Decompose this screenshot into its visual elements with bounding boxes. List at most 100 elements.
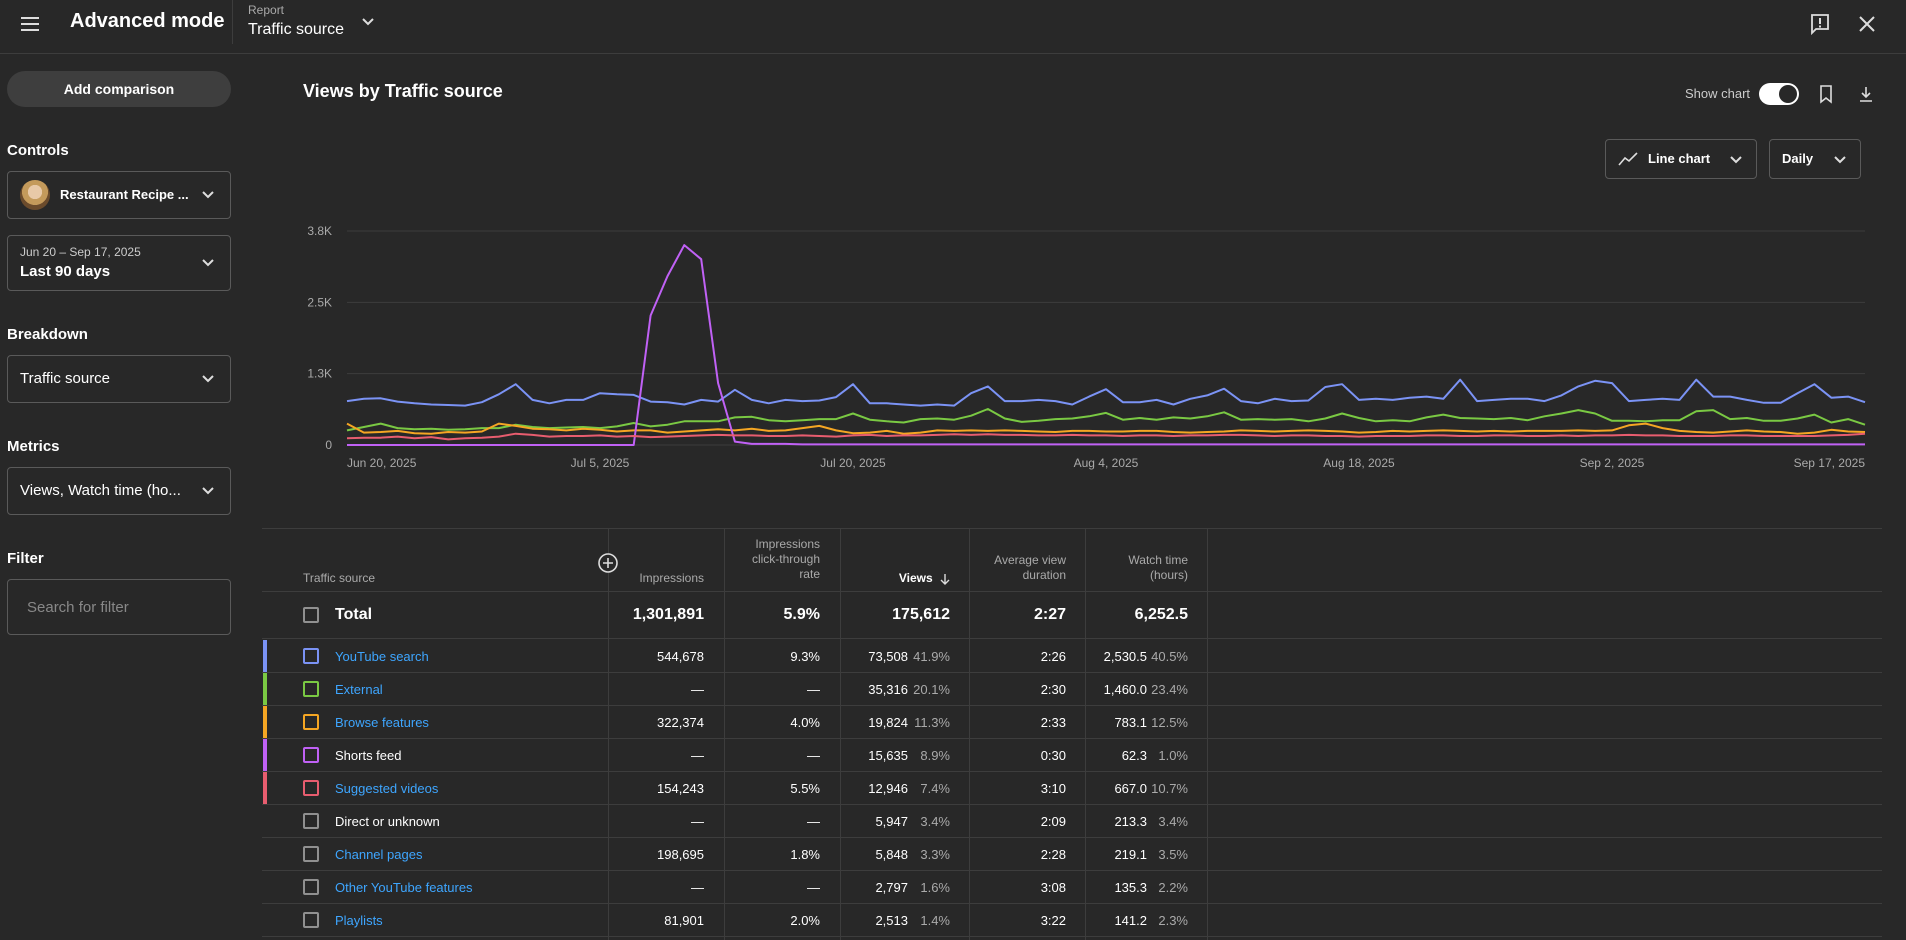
views-cell: 5,848 xyxy=(875,847,908,862)
checkbox[interactable] xyxy=(303,813,319,829)
checkbox[interactable] xyxy=(303,846,319,862)
y-tick-label: 1.3K xyxy=(307,367,332,381)
total-views: 175,612 xyxy=(892,606,950,623)
impressions-cell: 81,901 xyxy=(664,913,704,928)
traffic-source-name: Shorts feed xyxy=(335,748,402,763)
add-column-icon[interactable] xyxy=(597,552,619,574)
report-selector[interactable]: Traffic source xyxy=(248,21,345,38)
filter-field[interactable] xyxy=(7,579,231,635)
views-cell: 15,635 xyxy=(868,748,908,763)
table-row: YouTube search 544,678 9.3% 73,508 41.9% 2:26… xyxy=(262,640,1882,673)
impressions-cell: 198,695 xyxy=(657,847,704,862)
y-tick-label: 3.8K xyxy=(307,224,332,238)
traffic-source-link[interactable]: Suggested videos xyxy=(335,781,439,796)
checkbox[interactable] xyxy=(303,681,319,697)
traffic-source-link[interactable]: Browse features xyxy=(335,715,429,730)
checkbox[interactable] xyxy=(303,747,319,763)
show-chart-toggle[interactable] xyxy=(1759,83,1799,105)
checkbox[interactable] xyxy=(303,648,319,664)
toggle-knob xyxy=(1779,85,1797,103)
chevron-down-icon[interactable] xyxy=(358,12,378,32)
y-tick-label: 2.5K xyxy=(307,295,332,309)
col-header-views[interactable]: Views xyxy=(862,571,950,586)
series-color-bar xyxy=(263,739,267,771)
views-cell: 73,508 xyxy=(868,649,908,664)
avd-cell: 3:22 xyxy=(1040,913,1066,928)
avatar xyxy=(20,180,50,210)
add-comparison-button[interactable]: Add comparison xyxy=(7,71,231,107)
impressions-cell: 154,243 xyxy=(657,781,704,796)
total-watch-time: 6,252.5 xyxy=(1134,606,1188,623)
traffic-source-link[interactable]: Other YouTube features xyxy=(335,880,473,895)
series-line xyxy=(347,244,1865,446)
traffic-source-link[interactable]: YouTube search xyxy=(335,649,429,664)
date-range-selector[interactable]: Jun 20 – Sep 17, 2025 Last 90 days xyxy=(7,235,231,291)
watch-percent-cell: 3.4% xyxy=(1158,814,1188,829)
col-header-source: Traffic source xyxy=(303,571,376,585)
search-input[interactable] xyxy=(9,581,229,633)
app-title: Advanced mode xyxy=(70,10,225,32)
ctr-cell: 9.3% xyxy=(790,649,820,664)
views-cell: 2,797 xyxy=(875,880,908,895)
checkbox[interactable] xyxy=(303,714,319,730)
checkbox[interactable] xyxy=(303,780,319,796)
series-color-bar xyxy=(263,673,267,705)
total-avd: 2:27 xyxy=(1033,606,1066,623)
series-color-bar xyxy=(263,772,267,804)
views-percent-cell: 11.3% xyxy=(914,715,950,730)
traffic-source-link[interactable]: External xyxy=(335,682,383,697)
ctr-cell: 1.8% xyxy=(790,847,820,862)
col-header-watch-line1: Watch time xyxy=(1128,553,1188,567)
col-header-impressions[interactable]: Impressions xyxy=(639,571,704,585)
x-tick-label: Jun 20, 2025 xyxy=(347,456,417,470)
ctr-cell: 4.0% xyxy=(790,715,820,730)
metrics-value: Views, Watch time (ho... xyxy=(20,482,181,499)
series-line xyxy=(346,378,1866,407)
metrics-heading: Metrics xyxy=(7,438,60,455)
checkbox[interactable] xyxy=(303,607,319,623)
table-row: Shorts feed — — 15,635 8.9% 0:30 62.3 1.0% xyxy=(262,739,1882,772)
download-icon[interactable] xyxy=(1856,84,1876,104)
checkbox[interactable] xyxy=(303,879,319,895)
avd-cell: 2:28 xyxy=(1040,847,1066,862)
feedback-icon[interactable] xyxy=(1808,12,1832,36)
bookmark-icon[interactable] xyxy=(1816,84,1836,104)
filter-heading: Filter xyxy=(7,550,44,567)
series-line xyxy=(346,408,1866,432)
col-header-avd[interactable]: Average view duration xyxy=(978,553,1066,583)
chart-type-selector[interactable]: Line chart xyxy=(1605,139,1757,179)
metrics-selector[interactable]: Views, Watch time (ho... xyxy=(7,467,231,515)
chevron-down-icon xyxy=(1730,156,1742,164)
watch-time-cell: 213.3 xyxy=(1114,814,1147,829)
date-preset: Last 90 days xyxy=(20,263,111,280)
table-row: Channel pages 198,695 1.8% 5,848 3.3% 2:28 219… xyxy=(262,838,1882,871)
checkbox[interactable] xyxy=(303,912,319,928)
traffic-source-link[interactable]: Playlists xyxy=(335,913,383,928)
series-line xyxy=(346,422,1866,435)
total-ctr: 5.9% xyxy=(783,606,820,623)
channel-name: Restaurant Recipe ... xyxy=(60,187,189,202)
views-percent-cell: 8.9% xyxy=(920,748,950,763)
breakdown-selector[interactable]: Traffic source xyxy=(7,355,231,403)
chevron-down-icon xyxy=(200,483,216,499)
table-total-row: Total 1,301,891 5.9% 175,612 2:27 6,252.… xyxy=(262,591,1882,639)
table-row: Other YouTube features — — 2,797 1.6% 3:08 135… xyxy=(262,871,1882,904)
ctr-cell: — xyxy=(807,880,820,895)
close-icon[interactable] xyxy=(1855,12,1879,36)
views-percent-cell: 7.4% xyxy=(920,781,950,796)
avd-cell: 3:10 xyxy=(1040,781,1066,796)
traffic-source-link[interactable]: Channel pages xyxy=(335,847,423,862)
channel-selector[interactable]: Restaurant Recipe ... xyxy=(7,171,231,219)
impressions-cell: 322,374 xyxy=(657,715,704,730)
watch-percent-cell: 12.5% xyxy=(1151,715,1188,730)
interval-selector[interactable]: Daily xyxy=(1769,139,1861,179)
views-cell: 12,946 xyxy=(868,781,908,796)
views-cell: 35,316 xyxy=(868,682,908,697)
y-tick-label: 0 xyxy=(325,438,332,452)
col-header-ctr[interactable]: Impressions click-through rate xyxy=(740,537,820,582)
traffic-source-name: Direct or unknown xyxy=(335,814,440,829)
col-header-ctr-line1: Impressions xyxy=(755,537,820,551)
menu-icon[interactable] xyxy=(18,12,42,36)
col-header-watch-time[interactable]: Watch time (hours) xyxy=(1100,553,1188,583)
col-header-watch-line2: (hours) xyxy=(1149,568,1188,582)
